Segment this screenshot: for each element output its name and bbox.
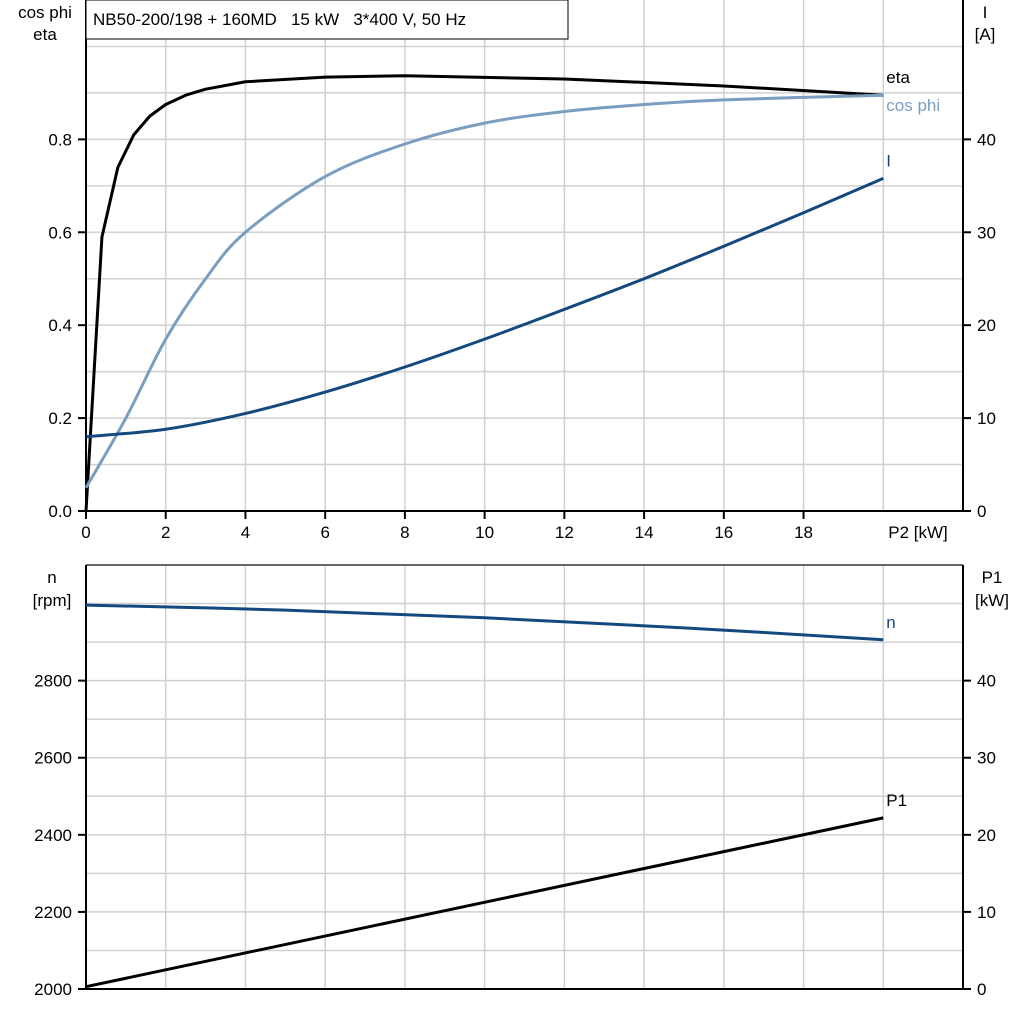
left-tick-label: 0.4 bbox=[48, 316, 72, 335]
x-tick-label: 16 bbox=[714, 523, 733, 542]
left-axis-label-eta: eta bbox=[33, 25, 57, 44]
right-tick-label: 20 bbox=[977, 316, 996, 335]
x-tick-label: 8 bbox=[400, 523, 409, 542]
right-tick-label: 40 bbox=[977, 672, 996, 691]
chart-title: NB50-200/198 + 160MD 15 kW 3*400 V, 50 H… bbox=[93, 10, 466, 29]
right-axis-unit-A: [A] bbox=[975, 25, 996, 44]
left-tick-label: 0.8 bbox=[48, 130, 72, 149]
title-box bbox=[85, 0, 569, 40]
series-line-eta bbox=[84, 74, 884, 512]
right-tick-label: 30 bbox=[977, 223, 996, 242]
series-label-i: I bbox=[886, 151, 891, 170]
left-tick-label: 0.0 bbox=[48, 502, 72, 521]
series-line-i bbox=[85, 177, 884, 439]
x-tick-label: 12 bbox=[555, 523, 574, 542]
x-tick-label: 6 bbox=[320, 523, 329, 542]
left-tick-label: 2800 bbox=[34, 672, 72, 691]
left-axis-unit-rpm: [rpm] bbox=[33, 591, 72, 610]
series-label-cos-phi: cos phi bbox=[886, 96, 940, 115]
right-axis-label-P1: P1 bbox=[982, 568, 1003, 587]
left-axis-label-cosphi: cos phi bbox=[18, 3, 72, 22]
series-label-n: n bbox=[886, 613, 895, 632]
right-tick-label: 20 bbox=[977, 826, 996, 845]
right-axis-unit-kW: [kW] bbox=[975, 591, 1009, 610]
right-tick-label: 0 bbox=[977, 502, 986, 521]
x-tick-label: 2 bbox=[161, 523, 170, 542]
left-tick-label: 2200 bbox=[34, 903, 72, 922]
x-tick-label: 0 bbox=[81, 523, 90, 542]
left-tick-label: 0.6 bbox=[48, 223, 72, 242]
x-tick-label: 4 bbox=[241, 523, 250, 542]
left-axis-label-n: n bbox=[47, 568, 56, 587]
right-tick-label: 30 bbox=[977, 749, 996, 768]
top-panel: 0.0 0.2 0.4 0.6 0.8 0 10 20 30 40 0 2 4 6 8 10 12 14 16 18 e… bbox=[48, 0, 996, 542]
right-tick-label: 10 bbox=[977, 409, 996, 428]
right-axis-label-I: I bbox=[983, 3, 988, 22]
series-label-eta: eta bbox=[886, 68, 910, 87]
series-label-p1: P1 bbox=[886, 791, 907, 810]
left-tick-label: 2600 bbox=[34, 749, 72, 768]
x-tick-label: 14 bbox=[635, 523, 654, 542]
left-tick-label: 0.2 bbox=[48, 409, 72, 428]
right-tick-label: 10 bbox=[977, 903, 996, 922]
left-tick-label: 2000 bbox=[34, 980, 72, 999]
right-tick-label: 0 bbox=[977, 980, 986, 999]
series-line-n bbox=[85, 603, 884, 642]
right-tick-label: 40 bbox=[977, 130, 996, 149]
x-axis-label: P2 [kW] bbox=[888, 523, 948, 542]
series-line-cos-phi bbox=[84, 93, 884, 489]
bottom-panel: 2000 2200 2400 2600 2800 0 10 20 30 40 n P1 bbox=[34, 564, 996, 999]
x-tick-label: 10 bbox=[475, 523, 494, 542]
series-line-p1 bbox=[85, 816, 884, 989]
left-tick-label: 2400 bbox=[34, 826, 72, 845]
x-tick-label: 18 bbox=[794, 523, 813, 542]
